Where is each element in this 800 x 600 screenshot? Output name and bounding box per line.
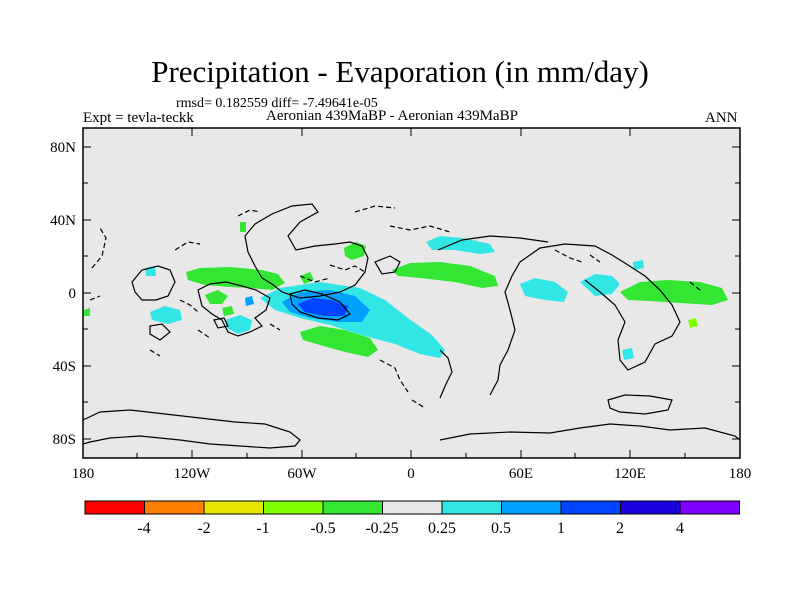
x-tick-label: 120W [174, 466, 212, 482]
y-tick-label: 80N [50, 140, 76, 156]
anomaly-region [520, 278, 568, 302]
anomaly-region [240, 222, 246, 232]
anomaly-region [84, 308, 90, 316]
colorbar-label: -0.25 [365, 520, 398, 537]
anomaly-region [622, 348, 634, 360]
anomaly-region [392, 262, 498, 288]
anomaly-region [300, 272, 314, 284]
anomaly-region [298, 298, 348, 316]
colorbar-box [322, 500, 383, 515]
colorbar-label: -1 [256, 520, 269, 537]
coastline [519, 243, 681, 371]
anomaly-region [620, 280, 728, 305]
coastline [489, 261, 521, 396]
dashed-outline [411, 399, 426, 409]
colorbar-box [679, 500, 740, 515]
experiment-label: Expt = tevla-teckk [83, 110, 194, 126]
dashed-outline [299, 275, 331, 283]
y-tick-label: 40S [53, 359, 76, 375]
dashed-outlines [89, 205, 701, 409]
colorbar-label: 4 [676, 520, 684, 537]
anomaly-region [462, 240, 478, 252]
coastlines [82, 203, 741, 449]
colorbar-box [382, 500, 443, 515]
coastline [439, 423, 741, 441]
x-tick-label: 180 [72, 466, 95, 482]
y-tick-label: 40N [50, 213, 76, 229]
coastline [197, 281, 271, 337]
dashed-outline [354, 205, 396, 213]
plot-subtitle: Aeronian 439MaBP - Aeronian 439MaBP [266, 108, 518, 124]
colorbar-box [441, 500, 502, 515]
y-tick-label: 0 [69, 286, 77, 302]
anomaly-region [205, 290, 228, 304]
coastline [131, 265, 176, 301]
axis-ticks [83, 128, 740, 458]
dashed-outline [389, 225, 451, 233]
colorbar-box [203, 500, 264, 515]
dashed-outline [379, 359, 409, 393]
colorbar-box [84, 500, 145, 515]
season-label: ANN [705, 110, 738, 126]
x-tick-label: 60W [287, 466, 317, 482]
coastline [289, 289, 351, 321]
x-tick-label: 120E [614, 466, 646, 482]
colorbar-label: 2 [616, 520, 624, 537]
colorbar-box [263, 500, 324, 515]
colorbar-box [560, 500, 621, 515]
colorbar-label: 0.25 [428, 520, 456, 537]
colorbar-label: -0.5 [310, 520, 335, 537]
x-tick-label: 60E [509, 466, 533, 482]
colorbar-labels: -4 -2 -1 -0.5 -0.25 0.25 0.5 1 2 4 [137, 520, 684, 537]
anomaly-region [580, 274, 620, 296]
y-axis-labels: 80N 40N 0 40S 80S [50, 140, 76, 448]
dashed-outline [89, 295, 101, 301]
anomaly-region [688, 318, 698, 328]
dashed-outline [237, 209, 261, 217]
colorbar-label: -2 [197, 520, 210, 537]
coastline [439, 349, 453, 399]
coastline [607, 394, 673, 415]
anomaly-region [300, 326, 378, 357]
dashed-outline [329, 264, 366, 273]
y-tick-label: 80S [53, 432, 76, 448]
minor-ticks [83, 182, 740, 458]
coastline [213, 317, 229, 329]
dashed-outline [149, 349, 161, 357]
colorbar-box [144, 500, 205, 515]
coastline [149, 323, 171, 341]
colorbar-label: 1 [557, 520, 565, 537]
x-tick-label: 0 [407, 466, 415, 482]
dashed-outline [589, 254, 601, 263]
dashed-outline [269, 323, 281, 331]
anomaly-region [222, 306, 234, 316]
coastline [82, 409, 301, 449]
dashed-outline [179, 299, 199, 313]
dashed-outline [689, 281, 701, 291]
dashed-outline [91, 227, 107, 269]
colorbar-box [620, 500, 681, 515]
coastline [244, 203, 369, 299]
dashed-outline [197, 329, 211, 339]
plot-title: Precipitation - Evaporation (in mm/day) [151, 54, 649, 89]
anomaly-region [633, 260, 644, 270]
x-axis-labels: 180 120W 60W 0 60E 120E 180 [72, 466, 752, 482]
coastline [437, 235, 549, 251]
coastline [374, 255, 401, 275]
anomaly-region [344, 242, 366, 260]
x-tick-label: 180 [729, 466, 752, 482]
dashed-outline [554, 249, 583, 263]
colorbar-box [501, 500, 562, 515]
rmsd-diff-stats: rmsd= 0.182559 diff= -7.49641e-05 [176, 96, 378, 111]
anomaly-region [245, 296, 254, 306]
colorbar-label: 0.5 [491, 520, 511, 537]
anomaly-region [225, 315, 252, 334]
colorbar-label: -4 [137, 520, 150, 537]
anomaly-region [150, 306, 182, 324]
colorbar [84, 500, 740, 515]
